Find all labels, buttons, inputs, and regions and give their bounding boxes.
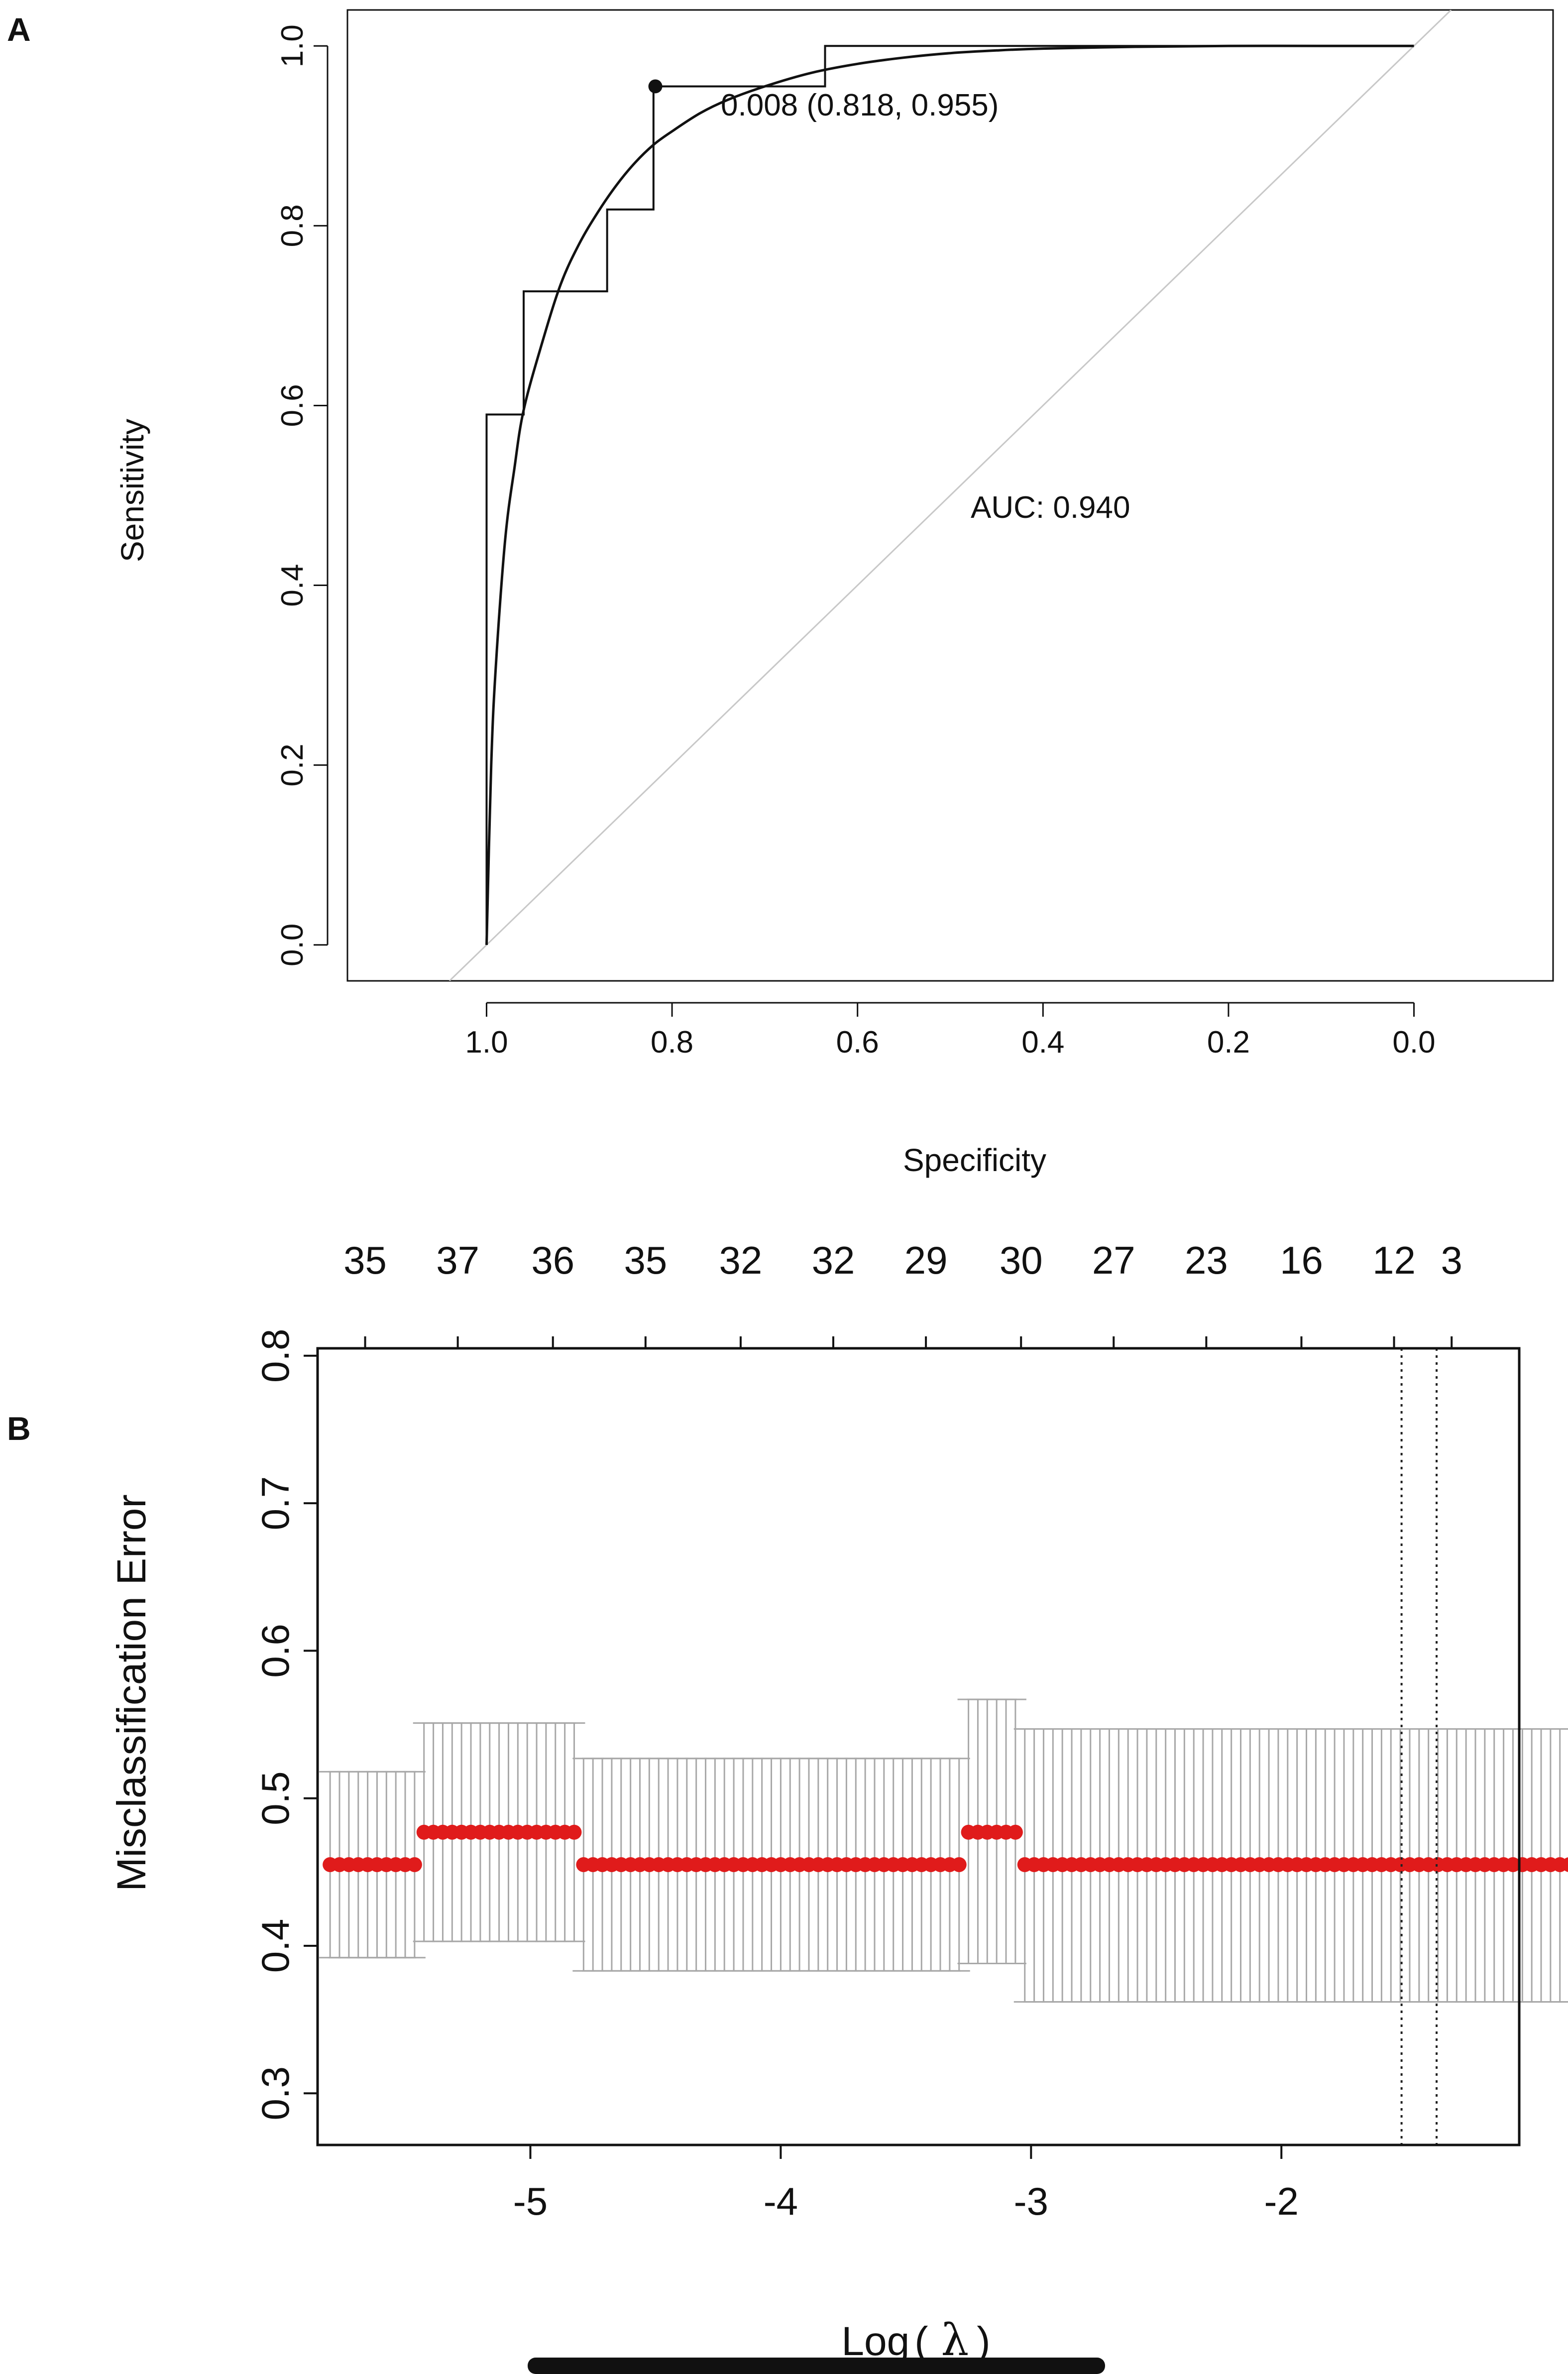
cv-point bbox=[566, 1824, 582, 1840]
cv-x-tick-label: -3 bbox=[1014, 2179, 1048, 2223]
roc-optimal-point bbox=[648, 79, 663, 94]
cv-top-tick-label: 12 bbox=[1372, 1238, 1416, 1282]
panel-label-a: A bbox=[7, 11, 31, 48]
cv-top-tick-label: 23 bbox=[1185, 1238, 1228, 1282]
cv-x-tick-label: -2 bbox=[1264, 2179, 1299, 2223]
cv-top-tick-label: 29 bbox=[904, 1238, 948, 1282]
cv-point bbox=[951, 1857, 967, 1873]
cv-x-title-log: Log bbox=[841, 2319, 909, 2364]
cv-x-title-lambda: λ bbox=[941, 2314, 969, 2366]
roc-y-axis-title: Sensitivity bbox=[114, 419, 150, 562]
roc-axes: 0.0 0.2 0.4 0.6 0.8 1.0 1.0 0.8 0.6 0.4 0.2 0.0 bbox=[275, 9, 1554, 1060]
cv-top-tick-label: 32 bbox=[812, 1238, 855, 1282]
roc-y-tick-label: 0.6 bbox=[275, 384, 310, 427]
roc-y-tick-label: 0.2 bbox=[275, 744, 310, 787]
cv-point bbox=[1008, 1824, 1023, 1840]
cv-top-tick-label: 16 bbox=[1280, 1238, 1323, 1282]
cv-y-tick-label: 0.3 bbox=[253, 2066, 297, 2120]
roc-series bbox=[448, 10, 1452, 981]
roc-chart: 0.0 0.2 0.4 0.6 0.8 1.0 1.0 0.8 0.6 0.4 0.2 0.0 Spe… bbox=[114, 9, 1554, 1178]
roc-x-tick-label: 0.6 bbox=[836, 1025, 879, 1060]
cv-points bbox=[323, 1824, 1568, 1873]
bottom-bar bbox=[528, 2358, 1105, 2374]
cv-error-chart: 0.3 0.4 0.5 0.6 0.7 0.8 -5 -4 -3 -2 35 37 36 35 32 32 29… bbox=[109, 1238, 1568, 2366]
cv-y-tick-label: 0.4 bbox=[253, 1919, 297, 1973]
cv-x-axis-title: Log( λ) bbox=[841, 2314, 990, 2366]
roc-empirical-step-line bbox=[485, 45, 1414, 945]
cv-point bbox=[407, 1857, 422, 1873]
panel-label-b: B bbox=[7, 1410, 31, 1447]
roc-x-tick-label: 0.0 bbox=[1392, 1025, 1435, 1060]
cv-top-tick-label: 30 bbox=[1000, 1238, 1043, 1282]
cv-top-tick-label: 35 bbox=[624, 1238, 667, 1282]
roc-x-tick-label: 0.2 bbox=[1207, 1025, 1250, 1060]
cv-y-tick-label: 0.8 bbox=[253, 1329, 297, 1383]
cv-plot-frame bbox=[316, 1347, 1521, 2146]
roc-y-tick-label: 0.4 bbox=[275, 564, 310, 606]
roc-y-tick-label: 0.8 bbox=[275, 204, 310, 247]
roc-x-tick-label: 1.0 bbox=[465, 1025, 508, 1060]
roc-optimal-point-label: 0.008 (0.818, 0.955) bbox=[721, 88, 999, 122]
cv-x-title-open-paren: ( bbox=[914, 2319, 928, 2364]
cv-top-tick-label: 3 bbox=[1441, 1238, 1462, 1282]
cv-top-tick-label: 27 bbox=[1092, 1238, 1135, 1282]
roc-y-tick-label: 0.0 bbox=[275, 924, 310, 966]
cv-y-tick-label: 0.6 bbox=[253, 1624, 297, 1677]
cv-y-tick-label: 0.5 bbox=[253, 1771, 297, 1825]
roc-x-tick-label: 0.8 bbox=[651, 1025, 693, 1060]
cv-point bbox=[1562, 1857, 1568, 1872]
roc-smoothed-curve bbox=[485, 44, 1414, 945]
roc-y-tick-label: 1.0 bbox=[275, 24, 310, 67]
cv-x-tick-label: -4 bbox=[764, 2179, 798, 2223]
cv-x-title-close-paren: ) bbox=[977, 2319, 990, 2364]
roc-x-axis-title: Specificity bbox=[903, 1142, 1046, 1178]
roc-plot-frame bbox=[346, 9, 1554, 982]
cv-top-tick-label: 32 bbox=[719, 1238, 763, 1282]
cv-axes: 0.3 0.4 0.5 0.6 0.7 0.8 -5 -4 -3 -2 35 37 36 35 32 32 29… bbox=[253, 1238, 1521, 2223]
cv-top-tick-label: 35 bbox=[343, 1238, 387, 1282]
cv-errorbars bbox=[319, 1698, 1568, 2003]
cv-top-tick-label: 36 bbox=[531, 1238, 574, 1282]
cv-x-tick-label: -5 bbox=[513, 2179, 548, 2223]
roc-x-tick-label: 0.4 bbox=[1021, 1025, 1064, 1060]
cv-y-tick-label: 0.7 bbox=[253, 1476, 297, 1530]
roc-labels: Specificity Sensitivity 0.008 (0.818, 0.… bbox=[114, 88, 1130, 1178]
cv-top-tick-label: 37 bbox=[436, 1238, 479, 1282]
roc-auc-annotation: AUC: 0.940 bbox=[971, 490, 1130, 525]
roc-chance-diagonal bbox=[448, 10, 1452, 981]
cv-labels: Misclassification Error Log( λ) bbox=[109, 1494, 991, 2366]
cv-y-axis-title: Misclassification Error bbox=[109, 1494, 154, 1891]
